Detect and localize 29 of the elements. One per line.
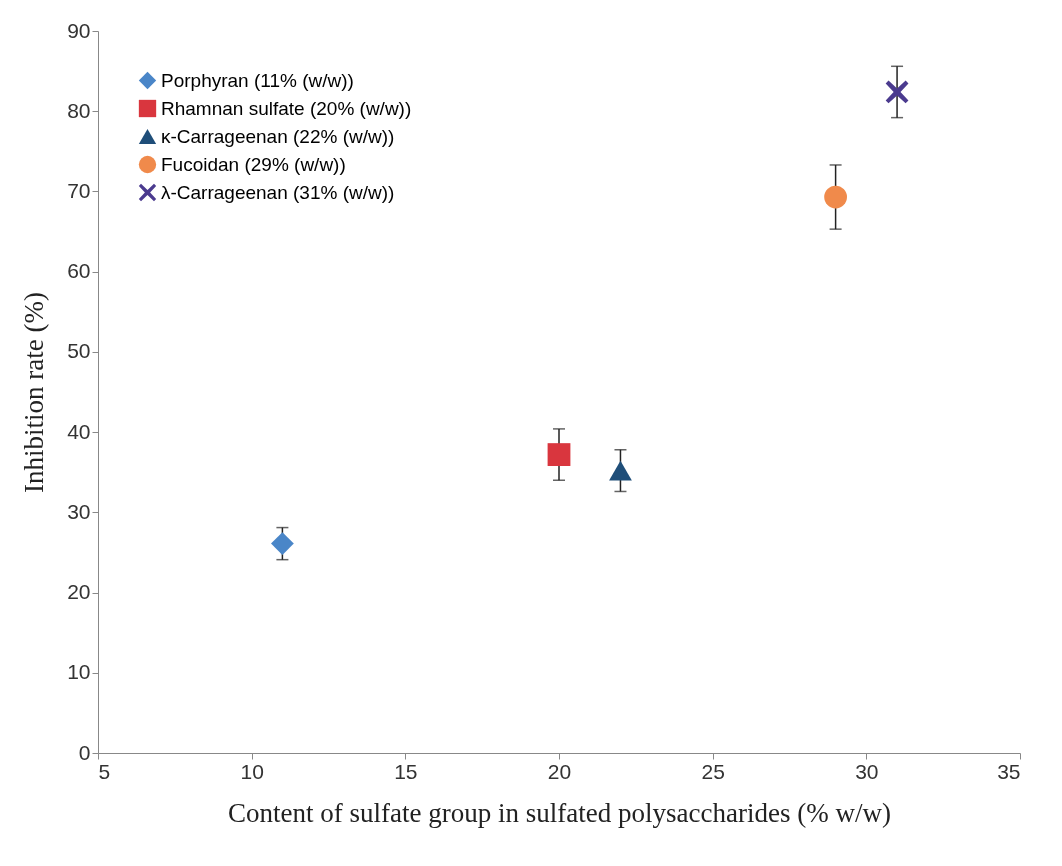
x-tick-label: 35 <box>997 759 1021 783</box>
x-axis-title: Content of sulfate group in sulfated polysaccharides (% w/w) <box>228 797 891 828</box>
legend-label: Porphyran (11% (w/w)) <box>161 69 354 91</box>
legend-label: Rhamnan sulfate (20% (w/w)) <box>161 97 412 119</box>
x-tick-label: 15 <box>394 759 418 783</box>
point <box>609 460 632 481</box>
point <box>824 185 847 209</box>
x-tick-label: 20 <box>547 759 572 783</box>
y-tick-label: 40 <box>67 419 91 443</box>
y-tick-label: 80 <box>67 98 91 122</box>
x-tick-label: 10 <box>240 759 264 783</box>
y-axis-title: Inhibition rate (%) <box>19 292 50 493</box>
x-tick-label: 25 <box>701 759 725 783</box>
y-tick-label: 50 <box>67 339 91 363</box>
point <box>547 443 571 466</box>
x-tick-label: 30 <box>855 759 879 783</box>
y-tick-label: 60 <box>67 259 91 283</box>
y-tick-label: 20 <box>67 580 91 604</box>
point <box>271 532 294 556</box>
legend-label: κ-Carrageenan (22% (w/w)) <box>161 125 395 147</box>
y-tick-label: 10 <box>67 660 91 684</box>
x-tick-label: 5 <box>98 759 111 783</box>
y-tick-label: 90 <box>67 18 91 42</box>
y-tick-label: 0 <box>78 740 91 764</box>
legend-label: λ-Carrageenan (31% (w/w)) <box>161 181 395 203</box>
y-tick-label: 30 <box>67 499 91 523</box>
legend-label: Fucoidan (29% (w/w)) <box>161 153 346 175</box>
point <box>885 80 909 104</box>
y-tick-label: 70 <box>67 178 91 202</box>
